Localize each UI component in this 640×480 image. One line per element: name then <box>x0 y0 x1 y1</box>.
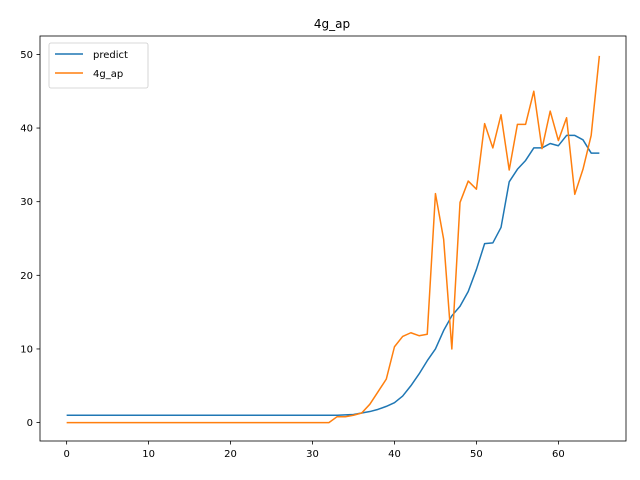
y-tick-label: 10 <box>20 344 33 355</box>
legend: predict 4g_ap <box>49 43 148 88</box>
chart-title: 4g_ap <box>314 17 350 31</box>
y-tick-label: 50 <box>20 50 33 61</box>
x-tick-label: 40 <box>388 449 401 460</box>
x-tick-label: 10 <box>142 449 155 460</box>
y-tick-label: 30 <box>20 197 33 208</box>
x-tick-label: 0 <box>63 449 69 460</box>
legend-label-1: 4g_ap <box>93 69 123 80</box>
y-tick-label: 20 <box>20 271 33 282</box>
x-tick-label: 30 <box>306 449 319 460</box>
legend-label-0: predict <box>93 50 128 61</box>
y-tick-label: 0 <box>27 418 33 429</box>
x-tick-label: 50 <box>470 449 483 460</box>
y-tick-label: 40 <box>20 124 33 135</box>
x-tick-label: 20 <box>224 449 237 460</box>
x-tick-label: 60 <box>552 449 565 460</box>
